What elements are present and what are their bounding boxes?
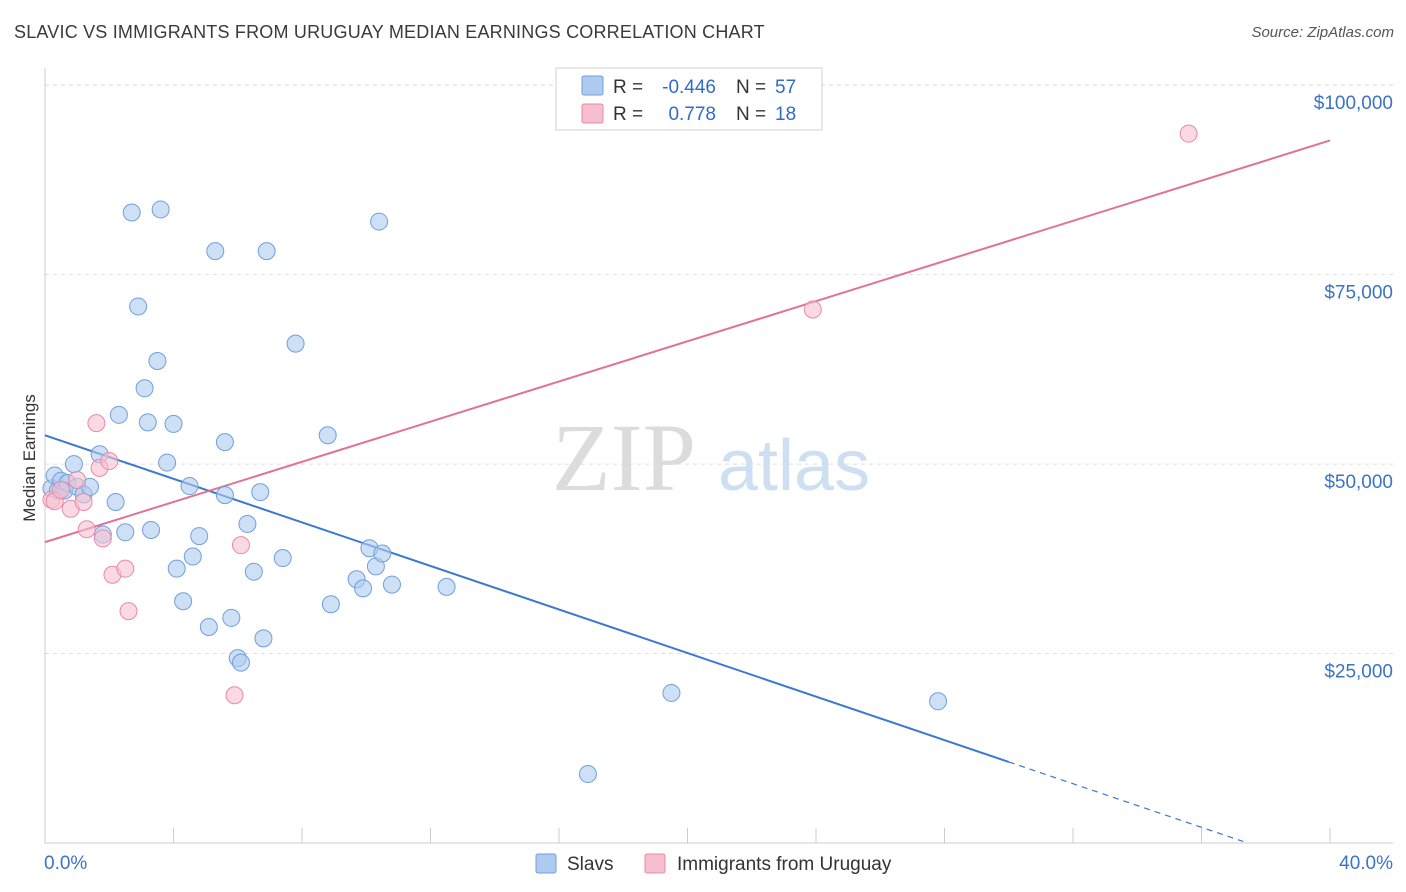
point-uruguay xyxy=(225,686,244,705)
chart-title: SLAVIC VS IMMIGRANTS FROM URUGUAY MEDIAN… xyxy=(14,22,765,42)
point-slavs xyxy=(273,549,292,568)
point-slavs xyxy=(286,334,305,353)
point-slavs xyxy=(244,562,263,581)
bottom-legend-swatch-uruguay xyxy=(644,853,666,874)
point-slavs xyxy=(135,379,154,398)
legend-n-label-1: N = xyxy=(736,77,766,98)
legend-r-value-1: -0.446 xyxy=(662,77,716,98)
point-slavs xyxy=(116,523,135,542)
point-slavs xyxy=(151,200,170,219)
y-tick-label: $25,000 xyxy=(1324,662,1393,683)
data-points xyxy=(42,124,1198,784)
point-slavs xyxy=(251,483,270,502)
point-slavs xyxy=(64,455,83,474)
point-slavs xyxy=(215,433,234,452)
legend-n-label-2: N = xyxy=(736,104,766,125)
point-slavs xyxy=(231,653,250,672)
point-slavs xyxy=(180,477,199,496)
legend-n-value-2: 18 xyxy=(775,104,796,125)
point-uruguay xyxy=(74,492,93,511)
point-uruguay xyxy=(116,559,135,578)
point-slavs xyxy=(167,559,186,578)
point-uruguay xyxy=(1179,124,1198,143)
point-slavs xyxy=(206,242,225,261)
y-tick-labels: $25,000 $50,000 $75,000 $100,000 xyxy=(1314,93,1393,682)
trendline-slavs xyxy=(44,434,1010,763)
y-tick-label: $50,000 xyxy=(1324,472,1393,493)
point-slavs xyxy=(257,242,276,261)
point-uruguay xyxy=(803,300,822,319)
trendline-slavs-extension xyxy=(1008,761,1244,843)
series-legend: Slavs Immigrants from Uruguay xyxy=(535,853,892,875)
point-slavs xyxy=(138,413,157,432)
x-tick-label-right: 40.0% xyxy=(1339,853,1393,874)
point-uruguay xyxy=(119,602,138,621)
point-slavs xyxy=(321,595,340,614)
point-slavs xyxy=(190,527,209,546)
point-slavs xyxy=(199,618,218,637)
point-slavs xyxy=(142,521,161,540)
point-uruguay xyxy=(100,452,119,471)
point-slavs xyxy=(238,514,257,533)
point-slavs xyxy=(109,405,128,424)
bottom-legend-label-uruguay: Immigrants from Uruguay xyxy=(677,854,892,875)
point-slavs xyxy=(158,453,177,472)
point-slavs xyxy=(222,608,241,627)
axes xyxy=(44,68,1393,844)
point-uruguay xyxy=(87,414,106,433)
legend-n-value-1: 57 xyxy=(775,77,796,98)
legend-swatch-uruguay xyxy=(581,103,604,124)
watermark-zip: ZIP xyxy=(552,404,696,511)
point-slavs xyxy=(929,692,948,711)
point-slavs xyxy=(164,414,183,433)
point-slavs xyxy=(437,577,456,596)
point-slavs xyxy=(215,486,234,505)
point-uruguay xyxy=(231,536,250,555)
point-uruguay xyxy=(68,470,87,489)
trendline-uruguay xyxy=(44,139,1331,544)
point-slavs xyxy=(129,297,148,316)
point-slavs xyxy=(106,492,125,511)
watermark: ZIP atlas xyxy=(552,404,870,511)
legend-r-label-2: R = xyxy=(613,104,643,125)
source-label: Source: ZipAtlas.com xyxy=(1251,24,1394,41)
point-slavs xyxy=(370,212,389,231)
point-uruguay xyxy=(52,480,71,499)
point-slavs xyxy=(382,575,401,594)
point-slavs xyxy=(254,629,273,648)
watermark-atlas: atlas xyxy=(718,426,870,506)
trend-lines xyxy=(44,139,1331,843)
point-uruguay xyxy=(77,520,96,539)
x-tick-label-left: 0.0% xyxy=(44,853,87,874)
point-slavs xyxy=(373,544,392,563)
y-tick-label: $100,000 xyxy=(1314,93,1393,114)
legend-r-value-2: 0.778 xyxy=(668,104,716,125)
point-slavs xyxy=(318,426,337,445)
bottom-legend-swatch-slavs xyxy=(535,853,557,874)
bottom-legend-label-slavs: Slavs xyxy=(567,854,613,875)
legend-r-label-1: R = xyxy=(613,77,643,98)
point-slavs xyxy=(148,352,167,371)
point-slavs xyxy=(354,579,373,598)
point-slavs xyxy=(183,547,202,566)
stats-legend: R = -0.446 N = 57 R = 0.778 N = 18 xyxy=(555,67,823,131)
point-slavs xyxy=(662,683,681,702)
point-uruguay xyxy=(93,529,112,548)
y-tick-label: $75,000 xyxy=(1324,283,1393,304)
point-slavs xyxy=(578,765,597,784)
point-slavs xyxy=(122,203,141,222)
point-slavs xyxy=(174,592,193,611)
legend-swatch-slavs xyxy=(581,75,604,96)
